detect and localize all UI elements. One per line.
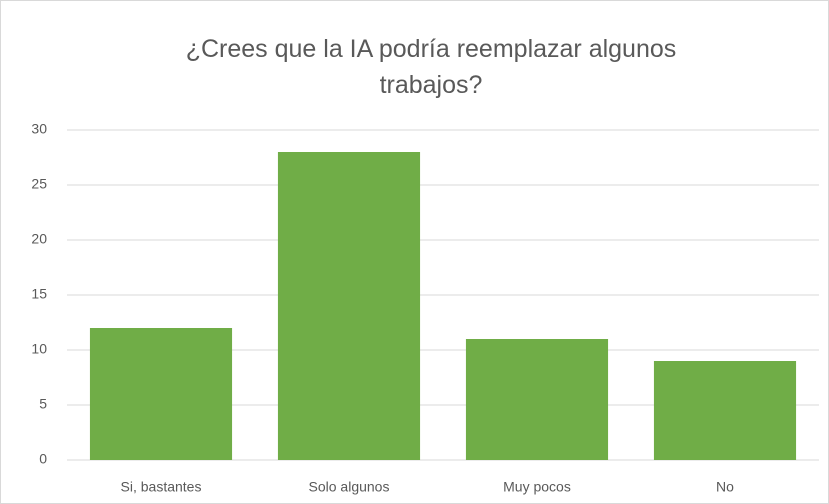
chart-title: ¿Crees que la IA podría reemplazar algun…: [185, 35, 677, 99]
bar: [89, 328, 233, 460]
y-tick-label: 30: [31, 121, 47, 137]
y-tick-label: 20: [31, 231, 47, 247]
x-tick-label: Solo algunos: [309, 479, 390, 495]
bar: [277, 152, 421, 460]
y-tick-label: 0: [39, 451, 47, 467]
x-tick-label: No: [716, 479, 734, 495]
y-tick-label: 15: [31, 286, 47, 302]
y-tick-label: 25: [31, 176, 47, 192]
x-tick-label: Muy pocos: [503, 479, 571, 495]
y-tick-label: 5: [39, 396, 47, 412]
bar: [653, 361, 797, 460]
y-tick-label: 10: [31, 341, 47, 357]
bar: [465, 339, 609, 460]
x-tick-label: Si, bastantes: [121, 479, 202, 495]
